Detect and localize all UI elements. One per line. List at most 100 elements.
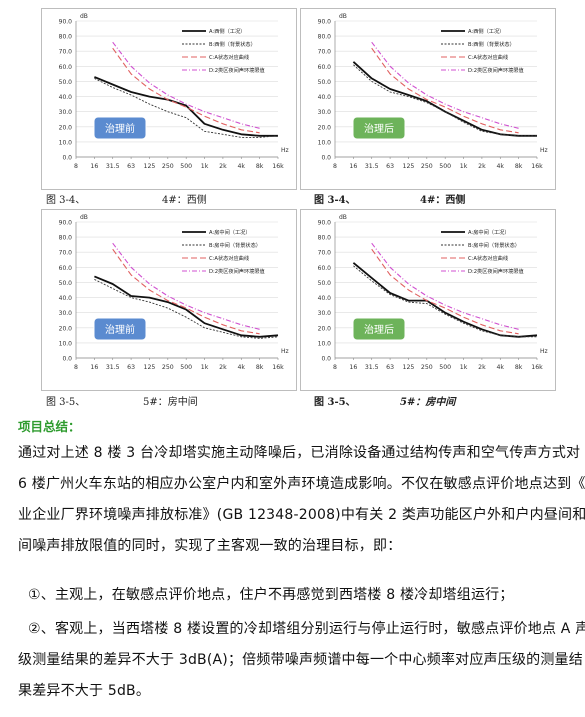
chart-panel-1: 0.0 10.0 20.0 30.0 40.0 50.0 60.0 70.0 80.0 90.0 d… [41,8,297,190]
x-tick-label: 500 [439,364,451,371]
x-tick-label: 63 [386,364,394,371]
status-badge-bg [93,116,147,140]
y-tick-label: 0.0 [321,155,331,162]
x-tick-label: 500 [180,364,192,371]
x-axis-label: Hz [540,147,548,154]
x-tick-label: 125 [144,364,156,371]
x-axis-label: Hz [540,348,548,355]
series-line-4 [371,41,519,129]
x-tick-label: 1k [201,364,209,371]
y-tick-label: 10.0 [59,340,73,347]
series-line-2 [94,77,279,138]
y-tick-label: 60.0 [318,265,332,272]
y-tick-label: 20.0 [318,124,332,131]
y-tick-label: 60.0 [318,64,332,71]
x-tick-label: 31.5 [365,163,379,170]
y-tick-label: 70.0 [318,49,332,56]
x-tick-label: 250 [421,163,433,170]
x-tick-label: 63 [127,364,135,371]
x-tick-label: 2k [219,364,227,371]
legend-entry-1: A:西侧（工况） [209,27,245,35]
x-tick-label: 125 [403,364,415,371]
paragraph-line-3: 业企业厂界环境噪声排放标准》(GB 12348-2008)中有关 2 类声功能区… [18,507,585,523]
y-tick-label: 0.0 [62,356,72,363]
paragraph-line-2: 6 楼广州火车东站的相应办公室户内和室外声环境造成影响。不仅在敏感点评价地点达到… [18,476,585,492]
item-1-line: ①、主观上，在敏感点评价地点，住户不再感觉到西塔楼 8 楼冷却塔组运行； [28,587,514,603]
y-tick-label: 50.0 [59,79,73,86]
x-axis-label: Hz [281,348,289,355]
x-tick-label: 16 [349,364,357,371]
legend-entry-2: B:房中间（背景状态） [209,241,261,249]
x-tick-label: 16k [272,163,284,170]
y-tick-label: 70.0 [59,49,73,56]
y-tick-label: 40.0 [59,295,73,302]
legend-entry-3: C:A状态对应曲线 [468,254,508,262]
legend-entry-1: A:房中间（工况） [468,228,510,236]
item-2-line-3: 果差异不大于 5dB。 [18,683,151,699]
y-tick-label: 40.0 [59,94,73,101]
x-tick-label: 16 [90,364,98,371]
figure-caption-3-title: 5#：房中间 [143,397,198,408]
status-badge-bg [352,116,406,140]
chart-1: 0.0 10.0 20.0 30.0 40.0 50.0 60.0 70.0 80.0 90.0 d… [59,13,289,170]
figure-caption-2-label: 图 3-4、 [314,195,356,206]
chart-panel-2: 0.0 10.0 20.0 30.0 40.0 50.0 60.0 70.0 80.0 90.0 d… [300,8,556,190]
x-tick-label: 250 [162,364,174,371]
status-badge-label: 治理后 [364,122,394,135]
legend-entry-4: D:2类区夜间声环境限值 [209,66,265,74]
x-tick-label: 2k [478,163,486,170]
x-tick-label: 63 [127,163,135,170]
y-tick-label: 20.0 [318,325,332,332]
y-tick-label: 0.0 [321,356,331,363]
x-tick-label: 16 [349,163,357,170]
y-tick-label: 50.0 [318,79,332,86]
figure-caption-3-label: 图 3-5、 [46,397,86,408]
y-tick-label: 10.0 [318,340,332,347]
figure-caption-1-title: 4#：西侧 [162,195,207,206]
y-tick-label: 70.0 [318,250,332,257]
x-tick-label: 8 [74,364,78,371]
legend-entry-2: B:房中间（背景状态） [468,241,520,249]
y-tick-label: 90.0 [59,220,73,227]
y-tick-label: 0.0 [62,155,72,162]
legend-entry-4: D:2类区夜间声环境限值 [468,267,524,275]
y-tick-label: 20.0 [59,325,73,332]
summary-title: 项目总结： [18,419,81,434]
x-tick-label: 4k [497,163,505,170]
figure-caption-4-label: 图 3-5、 [314,397,356,408]
x-tick-label: 500 [180,163,192,170]
legend-entry-2: B:西侧（背景状态） [468,40,515,48]
chart-2: 0.0 10.0 20.0 30.0 40.0 50.0 60.0 70.0 80.0 90.0 d… [318,13,548,170]
y-tick-label: 30.0 [318,109,332,116]
y-tick-label: 30.0 [318,310,332,317]
x-tick-label: 1k [460,163,468,170]
figure-caption-4-title: 5#：房中间 [400,397,456,408]
legend-entry-3: C:A状态对应曲线 [209,254,249,262]
y-tick-label: 10.0 [318,139,332,146]
x-tick-label: 8 [333,163,337,170]
paragraph-line-1: 通过对上述 8 楼 3 台冷却塔实施主动降噪后，已消除设备通过结构传声和空气传声… [18,445,581,461]
series-line-1 [352,262,538,338]
status-badge-label: 治理前 [105,323,135,336]
x-tick-label: 8 [74,163,78,170]
status-badge-label: 治理前 [105,122,135,135]
x-tick-label: 16k [531,163,543,170]
status-badge-bg [93,317,147,341]
legend-entry-2: B:西侧（背景状态） [209,40,256,48]
series-line-3 [371,47,519,134]
x-axis-label: Hz [281,147,289,154]
paragraph-line-4: 间噪声排放限值的同时，实现了主客观一致的治理目标，即： [18,538,402,554]
y-axis-label: dB [339,13,347,20]
series-line-4 [112,41,260,129]
x-tick-label: 8k [515,364,523,371]
y-tick-label: 20.0 [59,124,73,131]
series-line-1 [94,76,278,137]
x-tick-label: 250 [421,364,433,371]
x-tick-label: 31.5 [365,364,379,371]
x-tick-label: 8k [256,163,264,170]
y-tick-label: 30.0 [59,109,73,116]
legend-entry-1: A:房中间（工况） [209,228,251,236]
y-tick-label: 80.0 [318,34,332,41]
y-axis-label: dB [80,13,88,20]
x-tick-label: 4k [497,364,505,371]
